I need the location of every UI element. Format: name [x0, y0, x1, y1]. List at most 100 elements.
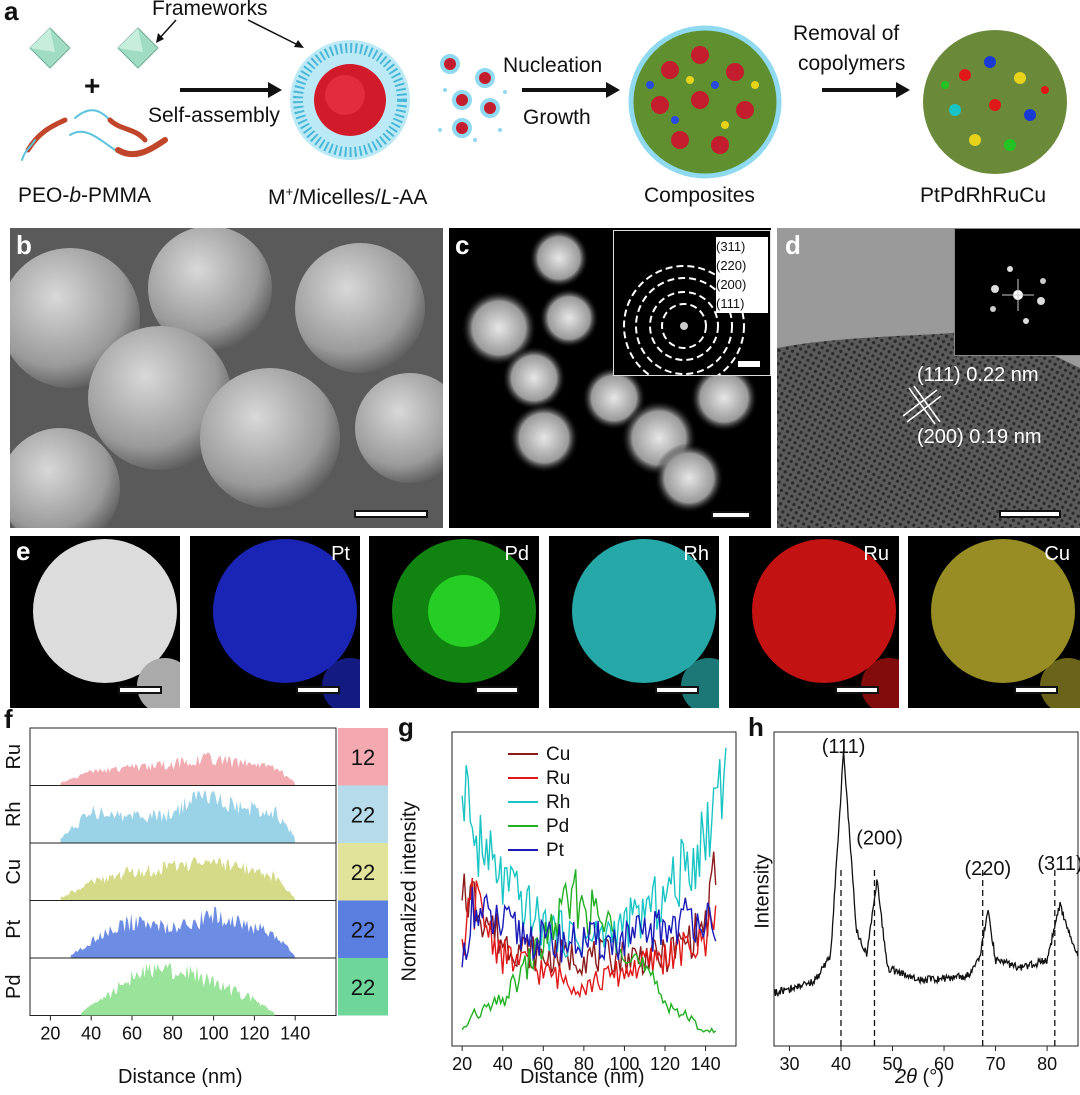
eds-map-rh: Rh — [549, 536, 719, 708]
self-assembly-label: Self-assembly — [148, 104, 280, 127]
panel-letter-e: e — [16, 536, 31, 566]
profile-area — [60, 791, 296, 843]
legend-label: Ru — [546, 768, 570, 789]
growth-label: Growth — [523, 106, 591, 129]
scale-bar — [655, 686, 699, 694]
plane-label: (200) — [716, 277, 747, 292]
element-label-ru: Ru — [863, 543, 889, 565]
removal-label-line2: copolymers — [798, 52, 906, 75]
x-tick-label: 20 — [40, 1024, 60, 1044]
element-label: Pt — [3, 919, 25, 938]
fringe-label-200: (200) 0.19 nm — [917, 426, 1042, 448]
scale-bar — [354, 510, 428, 518]
eds-map-pd: Pd — [369, 536, 539, 708]
peak-label: (311) — [1037, 853, 1080, 875]
value-label: 22 — [351, 917, 375, 942]
peak-label: (220) — [964, 858, 1011, 880]
value-box — [338, 843, 388, 901]
removal-label-line1: Removal of — [793, 22, 900, 45]
plot-frame — [451, 731, 737, 1047]
scale-bar — [1014, 686, 1058, 694]
panel-letter-d: d — [785, 230, 801, 260]
element-label-rh: Rh — [683, 543, 709, 565]
peak-label: (200) — [856, 828, 903, 850]
composites-label: Composites — [644, 184, 755, 207]
scale-bar — [999, 510, 1061, 518]
small-micelles-icon — [438, 54, 507, 142]
element-label: Ru — [3, 744, 25, 770]
series-line-ru — [461, 877, 717, 999]
panel-c-haadf-image: c (311) (220) (200) (111) — [449, 228, 771, 528]
series-line-pt — [461, 886, 717, 968]
eds-map-pt: Pt — [190, 536, 360, 708]
x-axis-label: Distance (nm) — [118, 1066, 243, 1088]
value-box — [338, 728, 388, 786]
element-label-pd: Pd — [504, 543, 529, 565]
panel-letter-a: a — [4, 0, 19, 26]
composite-sphere-icon — [628, 25, 782, 179]
profile-area — [81, 963, 275, 1016]
scale-bar — [835, 686, 879, 694]
plot-frame — [773, 731, 1079, 1047]
eds-map-ru: Ru — [729, 536, 899, 708]
value-label: 12 — [351, 745, 375, 770]
fringe-label-111: (111) 0.22 nm — [917, 364, 1039, 386]
x-tick-label: 40 — [831, 1054, 851, 1074]
panel-d-hrtem-image: d (111) 0.22 nm (200) 0.19 nm — [777, 228, 1080, 528]
eds-map-haadf: e — [10, 536, 180, 708]
x-tick-label: 60 — [533, 1054, 553, 1074]
x-tick-label: 60 — [934, 1054, 954, 1074]
micelle-icon — [290, 40, 410, 160]
scale-bar — [118, 686, 162, 694]
plane-label: (220) — [716, 258, 747, 273]
plane-label: (311) — [716, 239, 746, 254]
x-tick-label: 100 — [609, 1054, 639, 1074]
value-label: 22 — [351, 860, 375, 885]
y-axis-label: Normalized intensity — [398, 801, 421, 982]
fft-inset — [954, 228, 1080, 356]
x-tick-label: 140 — [280, 1024, 310, 1044]
x-tick-label: 40 — [493, 1054, 513, 1074]
panel-letter-h: h — [748, 712, 764, 742]
value-box — [338, 900, 388, 958]
panel-letter-b: b — [16, 230, 32, 260]
chart-g: Cu Ru Rh Pd Pt 20 40 60 80 100 120 140 — [451, 731, 737, 1074]
micelles-label: M+/Micelles/L-AA — [268, 184, 428, 209]
profile-area — [60, 752, 296, 786]
x-tick-label: 80 — [163, 1024, 183, 1044]
x-tick-label: 100 — [199, 1024, 229, 1044]
value-label: 22 — [351, 802, 375, 827]
saed-inset: (311) (220) (200) (111) — [613, 230, 771, 387]
value-box — [338, 785, 388, 843]
chart-f: 12 Ru 22 Rh 22 Cu 22 Pt 22 Pd 20 40 60 80 100 120 140 — [3, 727, 388, 1044]
value-label: 22 — [351, 975, 375, 1000]
x-tick-label: 80 — [1037, 1054, 1057, 1074]
scale-bar — [711, 511, 751, 519]
element-label-pt: Pt — [331, 543, 350, 565]
panel-b-sem-image: b — [10, 228, 443, 528]
x-axis-label: Distance (nm) — [520, 1066, 645, 1088]
profile-area — [70, 906, 296, 958]
copolymer-label: PEO-b-PMMA — [18, 184, 152, 207]
x-tick-label: 20 — [452, 1054, 472, 1074]
scale-bar — [296, 686, 340, 694]
x-tick-label: 120 — [650, 1054, 680, 1074]
haadf-particles — [461, 228, 758, 513]
x-tick-label: 70 — [986, 1054, 1006, 1074]
element-label: Cu — [3, 859, 25, 885]
hrtem-lattice — [777, 228, 1080, 528]
legend-label: Pd — [546, 816, 569, 837]
panel-letter-f: f — [4, 704, 13, 734]
scale-bar — [475, 686, 519, 694]
sem-particles — [10, 228, 443, 528]
x-tick-label: 120 — [239, 1024, 269, 1044]
element-label-cu: Cu — [1044, 543, 1070, 565]
product-label: PtPdRhRuCu — [920, 184, 1047, 207]
element-label: Pd — [3, 975, 25, 999]
octahedron-icon — [29, 27, 159, 69]
product-sphere-icon — [923, 30, 1067, 174]
series-line-rh — [461, 747, 727, 959]
legend-label: Pt — [546, 840, 565, 861]
saed-plane-labels: (311) (220) (200) (111) — [716, 237, 768, 313]
x-tick-label: 140 — [691, 1054, 721, 1074]
